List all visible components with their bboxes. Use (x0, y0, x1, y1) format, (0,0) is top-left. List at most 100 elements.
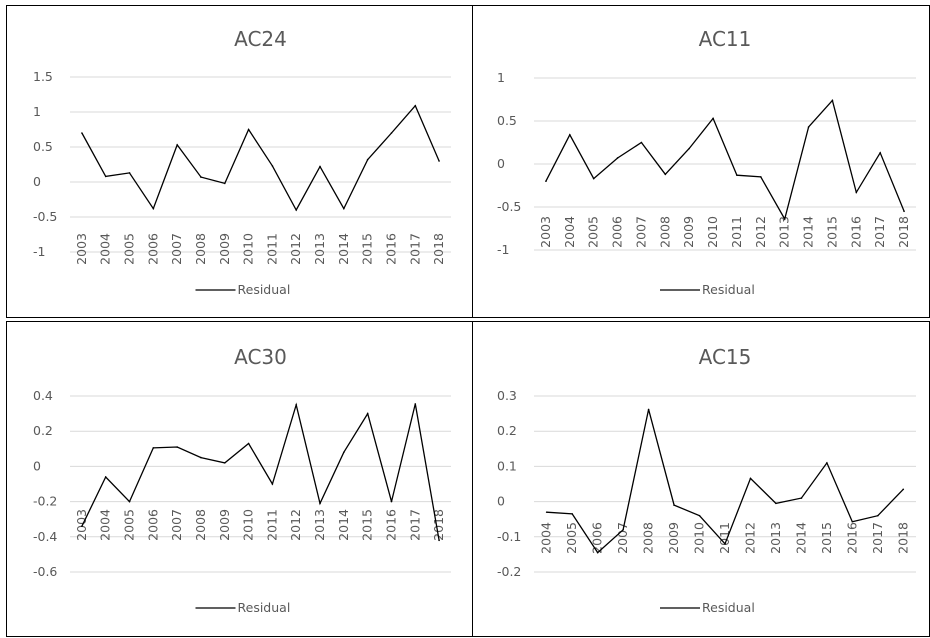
data-point (647, 408, 650, 411)
x-tick-label: 2012 (753, 216, 768, 248)
data-point (783, 218, 786, 220)
y-tick-label: -1 (497, 242, 509, 257)
legend-label: Residual (702, 282, 755, 297)
data-point (390, 500, 393, 503)
x-tick-label: 2008 (641, 522, 656, 554)
data-point (831, 99, 834, 102)
y-tick-label: -0.2 (33, 494, 57, 509)
y-tick-label: -0.5 (497, 199, 521, 214)
x-tick-label: 2018 (431, 233, 446, 265)
x-tick-label: 2015 (824, 216, 839, 248)
y-tick-label: 1.5 (33, 69, 53, 84)
data-point (879, 152, 881, 154)
x-tick-label: 2010 (241, 233, 256, 265)
y-tick-label: -0.2 (497, 564, 521, 579)
data-point (366, 158, 369, 161)
x-tick-label: 2007 (633, 216, 648, 248)
data-point (81, 132, 83, 134)
legend-label: Residual (702, 600, 755, 615)
x-tick-label: 2004 (562, 216, 577, 248)
chart-title: AC30 (234, 345, 287, 369)
chart-panel-ac24: AC24 1.5 1 0.5 0 -0.5 -1 2003 2004 2005 2006 2007 20… (6, 5, 473, 318)
x-tick-label: 2005 (564, 522, 579, 554)
data-point (673, 504, 675, 506)
y-tick-label: 0.2 (33, 423, 53, 438)
data-point (200, 456, 202, 459)
data-point (176, 446, 178, 448)
x-tick-label: 2013 (768, 522, 783, 554)
chart-title: AC11 (699, 27, 752, 51)
data-point (688, 147, 690, 150)
x-tick-label: 2013 (777, 216, 792, 248)
x-tick-label: 2007 (169, 233, 184, 265)
chart-svg: AC24 1.5 1 0.5 0 -0.5 -1 2003 2004 2005 2006 2007 20… (33, 27, 451, 297)
x-tick-label: 2008 (193, 509, 208, 541)
y-tick-label: 1 (497, 70, 505, 85)
data-point (81, 525, 83, 528)
y-tick-label: 0 (33, 458, 41, 473)
data-point (712, 117, 714, 120)
x-tick-label: 2008 (193, 233, 208, 265)
chart-title: AC24 (234, 27, 287, 51)
x-tick-label: 2006 (145, 509, 160, 541)
x-tick-label: 2017 (407, 509, 422, 541)
data-point (247, 128, 250, 131)
x-tick-label: 2009 (681, 216, 696, 248)
x-tick-label: 2016 (383, 509, 398, 541)
data-point (616, 157, 619, 159)
y-tick-label: 0.3 (497, 388, 517, 403)
x-tick-label: 2009 (217, 233, 232, 265)
x-tick-label: 2014 (336, 509, 351, 541)
x-tick-label: 2007 (169, 509, 184, 541)
data-point (223, 182, 226, 185)
x-tick-label: 2009 (666, 522, 681, 554)
x-tick-label: 2015 (360, 509, 375, 541)
data-point (152, 447, 155, 449)
y-tick-label: 0 (497, 494, 505, 509)
x-tick-label: 2014 (793, 522, 808, 554)
data-point (295, 209, 298, 211)
data-point (902, 488, 905, 491)
x-tick-label: 2005 (122, 509, 137, 541)
chart-panel-ac30: AC30 0.4 0.2 0 -0.2 -0.4 -0.6 2003 2004 2005 2006 2… (6, 321, 473, 637)
x-tick-label: 2011 (264, 233, 279, 265)
x-tick-label: 2010 (705, 216, 720, 248)
x-tick-label: 2014 (801, 216, 816, 248)
chart-svg: AC11 1 0.5 0 -0.5 -1 2003 2004 2005 2006 2007 2008 2… (497, 27, 916, 297)
x-tick-label: 2004 (98, 509, 113, 541)
data-point (760, 176, 762, 178)
data-point (247, 442, 250, 445)
x-tick-label: 2005 (122, 233, 137, 265)
x-tick-label: 2003 (74, 509, 89, 541)
y-tick-label: 1 (33, 104, 41, 119)
data-point (271, 483, 274, 485)
data-point (724, 543, 726, 545)
data-point (571, 513, 573, 515)
data-point (698, 514, 701, 517)
x-tick-label: 2015 (819, 522, 834, 554)
y-tick-label: 0.5 (497, 113, 517, 128)
data-point (128, 172, 131, 174)
x-tick-label: 2011 (717, 522, 732, 554)
data-point (271, 165, 274, 167)
x-tick-label: 2016 (844, 522, 859, 554)
y-tick-label: 0 (497, 156, 505, 171)
data-point (390, 132, 393, 134)
x-tick-label: 2017 (407, 233, 422, 265)
x-tick-label: 2018 (895, 522, 910, 554)
data-point (295, 404, 298, 406)
x-tick-label: 2010 (692, 522, 707, 554)
y-tick-label: -0.4 (33, 529, 57, 544)
y-tick-label: 0.1 (497, 458, 517, 473)
data-point (640, 141, 643, 144)
y-tick-label: 0.4 (33, 388, 53, 403)
x-tick-label: 2017 (870, 522, 885, 554)
data-point (800, 497, 803, 499)
y-tick-label: -1 (33, 244, 45, 259)
data-point (807, 126, 810, 128)
x-tick-label: 2011 (729, 216, 744, 248)
x-tick-label: 2013 (312, 509, 327, 541)
data-point (664, 173, 667, 176)
data-point (128, 500, 131, 503)
data-point (903, 210, 905, 213)
